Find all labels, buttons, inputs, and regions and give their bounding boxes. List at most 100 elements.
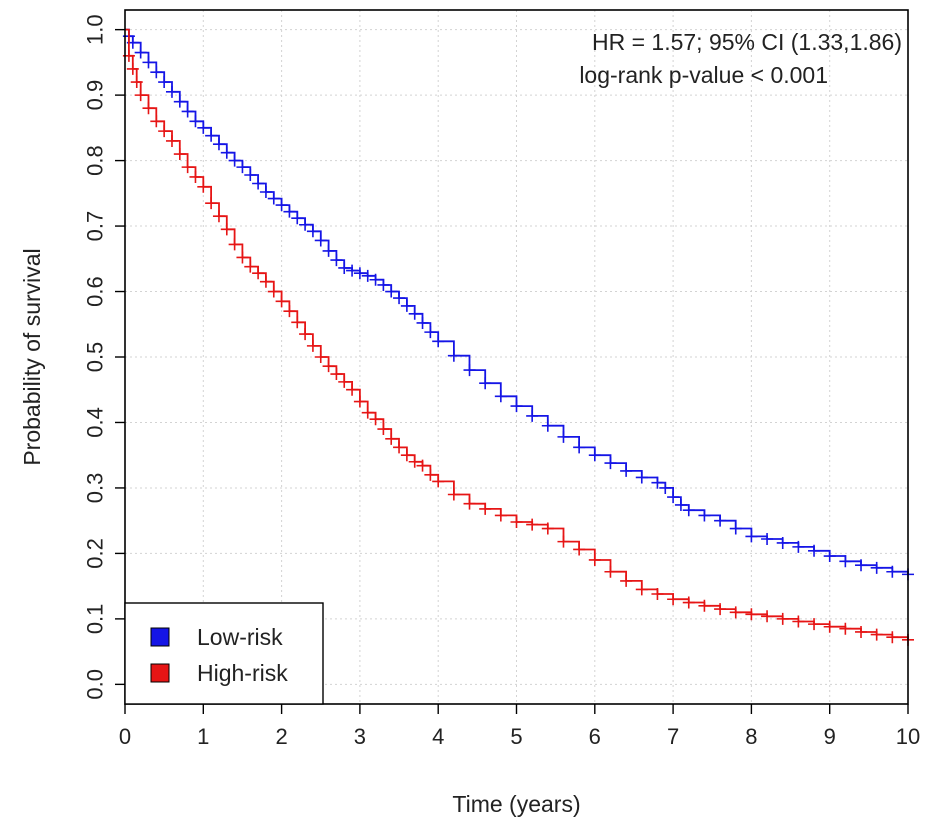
censor-mark-high-risk bbox=[776, 612, 789, 625]
censor-mark-high-risk bbox=[447, 488, 460, 501]
x-tick-label: 5 bbox=[510, 724, 522, 749]
censor-mark-high-risk bbox=[252, 267, 265, 280]
censor-mark-low-risk bbox=[259, 186, 272, 199]
censor-mark-high-risk bbox=[299, 328, 312, 341]
censor-mark-high-risk bbox=[526, 518, 539, 531]
censor-mark-high-risk bbox=[314, 351, 327, 363]
y-tick-label: 0.8 bbox=[83, 145, 108, 176]
y-tick-label: 0.2 bbox=[83, 538, 108, 569]
y-tick-label: 0.1 bbox=[83, 604, 108, 635]
censor-mark-high-risk bbox=[714, 603, 727, 616]
censor-mark-low-risk bbox=[220, 146, 233, 159]
censor-mark-high-risk bbox=[808, 618, 821, 631]
x-axis-title: Time (years) bbox=[452, 791, 580, 817]
censor-mark-high-risk bbox=[338, 375, 351, 388]
censor-mark-high-risk bbox=[635, 583, 648, 596]
censor-mark-high-risk bbox=[377, 423, 390, 436]
censor-mark-high-risk bbox=[259, 275, 272, 288]
censor-mark-low-risk bbox=[158, 76, 171, 89]
censor-mark-low-risk bbox=[393, 292, 406, 305]
censor-mark-high-risk bbox=[729, 606, 742, 619]
censor-mark-high-risk bbox=[573, 543, 586, 556]
censor-mark-low-risk bbox=[667, 491, 680, 504]
censor-mark-high-risk bbox=[322, 360, 335, 373]
censor-mark-low-risk bbox=[267, 192, 280, 205]
censor-mark-high-risk bbox=[823, 620, 836, 633]
censor-mark-low-risk bbox=[674, 498, 687, 511]
censor-mark-high-risk bbox=[369, 413, 382, 426]
censor-mark-high-risk bbox=[479, 502, 492, 515]
censor-mark-low-risk bbox=[330, 254, 343, 267]
x-tick-label: 0 bbox=[119, 724, 131, 749]
censor-mark-low-risk bbox=[886, 565, 899, 578]
censor-mark-low-risk bbox=[205, 129, 218, 142]
censor-mark-high-risk bbox=[393, 441, 406, 454]
censor-mark-high-risk bbox=[306, 339, 319, 352]
legend-swatch-low-risk bbox=[150, 627, 170, 647]
censor-mark-high-risk bbox=[173, 148, 186, 161]
censor-mark-high-risk bbox=[236, 251, 249, 264]
censor-mark-low-risk bbox=[557, 430, 570, 443]
censor-mark-low-risk bbox=[745, 530, 758, 543]
censor-mark-high-risk bbox=[385, 432, 398, 445]
censor-mark-high-risk bbox=[745, 608, 758, 621]
y-tick-label: 0.4 bbox=[83, 407, 108, 438]
x-tick-label: 6 bbox=[589, 724, 601, 749]
censor-mark-low-risk bbox=[823, 550, 836, 563]
censor-mark-low-risk bbox=[761, 533, 774, 546]
censor-mark-low-risk bbox=[424, 326, 437, 339]
censor-mark-high-risk bbox=[400, 449, 413, 462]
censor-mark-high-risk bbox=[165, 134, 178, 147]
legend-box bbox=[124, 602, 324, 705]
censor-mark-high-risk bbox=[541, 522, 554, 535]
censor-mark-low-risk bbox=[165, 85, 178, 98]
censor-mark-high-risk bbox=[126, 62, 139, 75]
x-tick-label: 10 bbox=[896, 724, 920, 749]
p-value-annotation: log-rank p-value < 0.001 bbox=[579, 62, 828, 88]
censor-mark-low-risk bbox=[353, 267, 366, 280]
censor-mark-low-risk bbox=[792, 540, 805, 553]
censor-mark-high-risk bbox=[557, 535, 570, 548]
censor-mark-high-risk bbox=[494, 509, 507, 522]
censor-mark-high-risk bbox=[283, 305, 296, 318]
censor-mark-high-risk bbox=[855, 625, 868, 638]
hazard-ratio-annotation: HR = 1.57; 95% CI (1.33,1.86) bbox=[592, 29, 902, 55]
censor-mark-low-risk bbox=[635, 471, 648, 484]
censor-mark-high-risk bbox=[197, 180, 210, 193]
grid bbox=[124, 10, 909, 704]
censor-mark-high-risk bbox=[510, 515, 523, 528]
censor-mark-low-risk bbox=[189, 115, 202, 128]
censor-mark-low-risk bbox=[729, 522, 742, 535]
censor-mark-high-risk bbox=[408, 455, 421, 468]
censor-mark-high-risk bbox=[839, 622, 852, 635]
censor-mark-low-risk bbox=[698, 509, 711, 522]
censor-mark-low-risk bbox=[361, 269, 374, 282]
y-axis-title: Probability of survival bbox=[19, 248, 45, 465]
censor-mark-high-risk bbox=[682, 596, 695, 609]
censor-mark-high-risk bbox=[761, 610, 774, 623]
censor-mark-low-risk bbox=[855, 559, 868, 572]
censor-mark-low-risk bbox=[604, 457, 617, 470]
censor-mark-high-risk bbox=[228, 238, 241, 251]
censor-mark-high-risk bbox=[698, 599, 711, 612]
censor-mark-low-risk bbox=[236, 161, 249, 174]
censor-mark-high-risk bbox=[142, 102, 155, 115]
censor-mark-low-risk bbox=[346, 264, 359, 277]
censor-mark-high-risk bbox=[424, 468, 437, 481]
censor-mark-high-risk bbox=[604, 565, 617, 578]
censor-mark-low-risk bbox=[314, 234, 327, 247]
censor-mark-low-risk bbox=[291, 212, 304, 225]
censor-mark-high-risk bbox=[353, 395, 366, 408]
censor-mark-high-risk bbox=[181, 161, 194, 174]
x-axis: 0 1 2 3 4 5 6 7 8 9 10 bbox=[119, 704, 920, 749]
censor-mark-low-risk bbox=[338, 261, 351, 274]
censor-mark-high-risk bbox=[588, 553, 601, 566]
censor-mark-high-risk bbox=[130, 76, 143, 89]
censor-mark-low-risk bbox=[432, 335, 445, 348]
y-axis: 0.0 0.1 0.2 0.3 0.4 0.5 0.6 0.7 0.8 0.9 1.0 bbox=[83, 14, 125, 700]
censor-mark-high-risk bbox=[267, 285, 280, 298]
y-tick-label: 0.6 bbox=[83, 276, 108, 307]
censor-mark-low-risk bbox=[682, 504, 695, 517]
series-layer bbox=[122, 28, 914, 646]
